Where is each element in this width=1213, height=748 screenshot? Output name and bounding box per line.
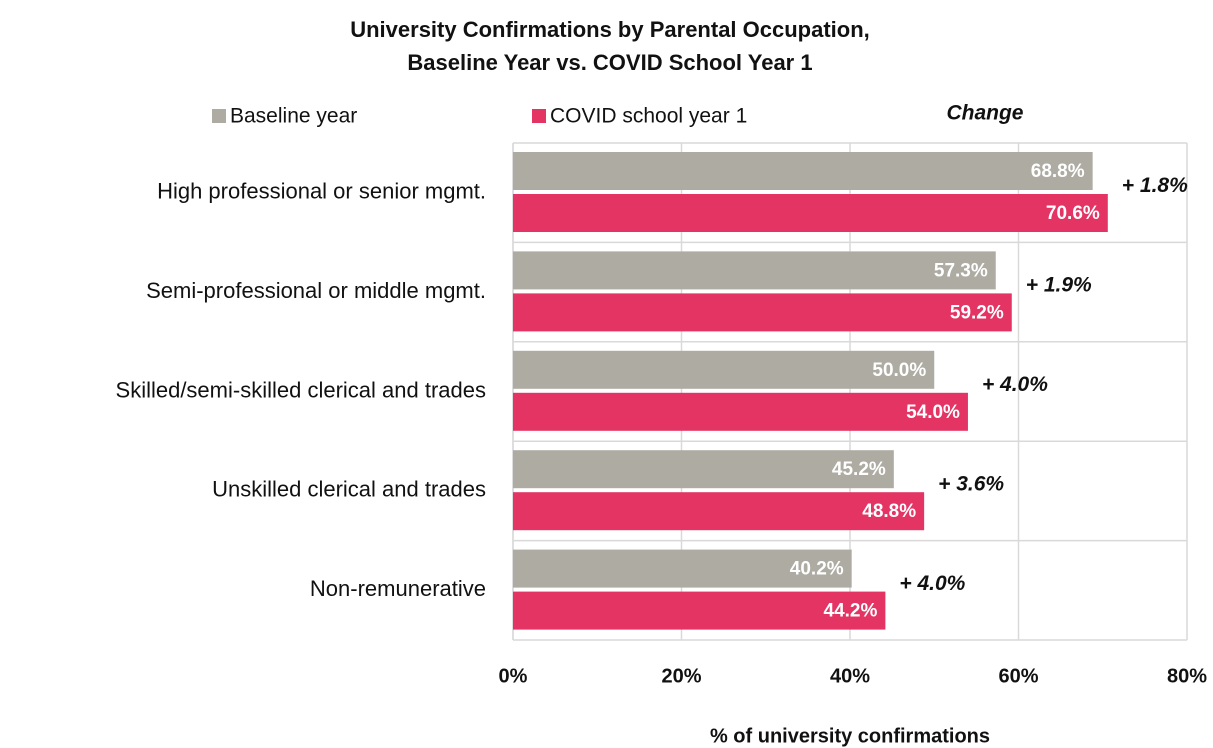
bar [513,350,935,389]
value-label: 44.2% [824,601,878,622]
x-tick-label: 0% [499,665,528,687]
change-label: + 1.8% [1122,174,1188,197]
legend-label: COVID school year 1 [550,105,747,128]
legend-swatch [212,109,226,123]
value-label: 70.6% [1046,203,1100,224]
chart-title: University Confirmations by Parental Occ… [350,17,870,42]
value-label: 54.0% [906,402,960,423]
bar [513,293,1012,332]
value-label: 45.2% [832,459,886,480]
value-label: 57.3% [934,260,988,281]
bar [513,549,852,588]
category-label: Unskilled clerical and trades [212,477,486,502]
change-header: Change [946,102,1023,125]
chart-title: Baseline Year vs. COVID School Year 1 [407,50,812,75]
bar [513,392,968,431]
x-tick-label: 80% [1167,665,1207,687]
value-label: 48.8% [862,501,916,522]
bar [513,450,894,489]
change-label: + 3.6% [938,472,1004,495]
legend-label: Baseline year [230,105,357,128]
category-label: Semi-professional or middle mgmt. [146,278,486,303]
x-tick-label: 40% [830,665,870,687]
bar [513,194,1108,232]
change-label: + 1.9% [1026,274,1092,297]
x-tick-label: 60% [998,665,1038,687]
bar [513,591,886,630]
legend-swatch [532,109,546,123]
value-label: 68.8% [1031,161,1085,182]
change-label: + 4.0% [899,572,965,595]
value-label: 40.2% [790,559,844,580]
bar [513,251,996,290]
category-label: Skilled/semi-skilled clerical and trades [116,377,486,402]
value-label: 50.0% [872,360,926,381]
category-label: Non-remunerative [310,576,486,601]
x-tick-label: 20% [661,665,701,687]
value-label: 59.2% [950,302,1004,323]
x-axis-label: % of university confirmations [710,725,990,747]
bar [513,152,1093,190]
change-label: + 4.0% [982,373,1048,396]
category-label: High professional or senior mgmt. [157,179,486,204]
bar [513,492,925,531]
